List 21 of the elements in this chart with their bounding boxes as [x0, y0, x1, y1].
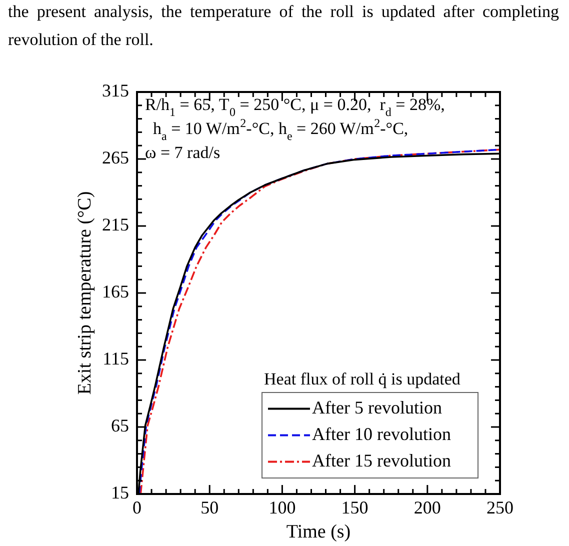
y-tick-label: 15	[111, 482, 129, 503]
y-tick-label: 215	[102, 214, 129, 235]
legend-label: After 5 revolution	[312, 397, 442, 418]
y-tick-label: 265	[102, 148, 129, 168]
x-tick-label: 250	[486, 498, 514, 518]
x-tick-label: 200	[414, 498, 441, 518]
annotation: ω = 7 rad/s	[145, 143, 220, 162]
x-tick-label: 100	[268, 498, 296, 518]
y-tick-label: 315	[102, 80, 129, 101]
x-axis-title: Time (s)	[286, 522, 351, 543]
legend-label: After 15 revolution	[312, 450, 451, 470]
y-tick-label: 115	[102, 348, 129, 369]
x-tick-label: 150	[341, 498, 368, 518]
legend-title: Heat flux of roll q̇ is updated	[264, 370, 461, 388]
x-tick-label: 0	[132, 498, 142, 518]
legend-label: After 10 revolution	[312, 424, 451, 444]
text: the present analysis, the temperature of the roll is updated after completing revolution of the roll.	[8, 1, 559, 51]
y-tick-label: 165	[102, 282, 129, 302]
y-axis-title: Exit strip temperature (°C)	[74, 191, 96, 395]
x-tick-label: 50	[200, 498, 219, 518]
y-tick-label: 65	[111, 416, 129, 436]
